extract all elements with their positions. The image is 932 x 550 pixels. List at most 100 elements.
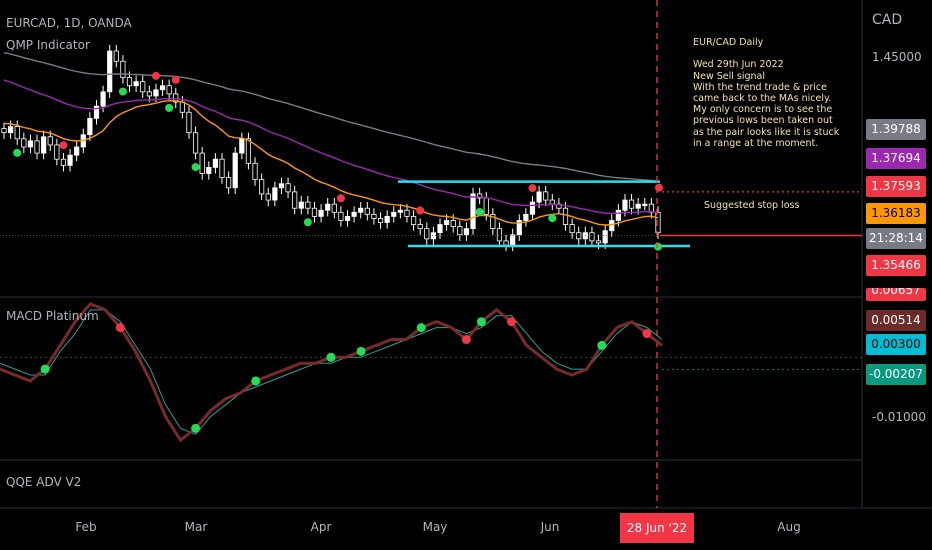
candle-body [272,187,278,201]
note-line: New Sell signal [693,70,766,82]
sell-signal-dot [59,141,68,150]
candle-body [14,126,20,140]
candle-body [318,209,324,217]
candle-body [192,132,199,154]
macd-tick: -0.01000 [872,410,926,424]
candle-body [21,138,27,148]
macd-bull-cross-dot [251,376,261,386]
candle-body [523,213,529,221]
candle-body [298,201,304,209]
xtick-mar: Mar [184,520,208,534]
histogram-label: -0.00207 [866,364,926,385]
candle-body [457,226,463,236]
candle-body [113,50,119,62]
candle-body [87,118,93,136]
candle-body [311,207,318,217]
candle-body [615,209,621,221]
candle-body [609,220,615,232]
candle-body [159,85,166,91]
candle-body [463,228,470,236]
candle-body [490,213,496,230]
candle-body [179,101,185,113]
buy-signal-dot [303,218,312,227]
note-line: in a range at the moment. [693,137,819,149]
candle-body [444,220,450,225]
xtick-aug: Aug [777,520,801,534]
candle-body [397,209,403,213]
qqe-legend: QQE ADV V2 [6,475,82,489]
candle-body [47,136,53,146]
candle-body [173,93,179,103]
candle-body [377,218,384,223]
candle-body [622,199,628,211]
sell-signal-dot [151,71,160,80]
macd-bull-cross-dot [326,352,336,362]
candle-body [331,203,337,213]
note-line: came back to the MAs nicely. [693,93,832,105]
candle-body [371,213,377,219]
sell-signal-dot [416,206,425,215]
purple-ma-price-label: 1.37694 [866,148,926,169]
candle-body [1,128,7,134]
candle-body [34,140,40,154]
candle-body [576,232,582,240]
candle-body [628,199,635,209]
candle-body [212,158,218,168]
candle-body [595,240,602,244]
candle-body [292,191,298,209]
sell-signal-dot [528,184,537,193]
note-line: Wed 29th Jun 2022 [693,59,784,71]
symbol-legend: EURCAD, 1D, OANDA [6,16,132,30]
candle-body [470,193,476,230]
buy-signal-dot [548,214,557,223]
candle-body [265,193,271,201]
macd-bull-cross-dot [597,340,607,350]
ma-gray-line [3,52,659,183]
candle-body [186,111,192,134]
candle-body [325,203,331,211]
macd-line-label: 0.00514 [866,310,926,331]
candle-body [510,234,516,246]
candle-body [437,224,443,234]
candle-body [404,209,410,217]
macd-bear-cross-dot [507,317,517,327]
sell-signal-dot [171,75,180,84]
candle-body [41,136,47,154]
ma-orange-line [3,99,659,226]
buy-signal-dot [13,148,22,157]
candle-body [259,179,265,195]
note-line: previous lows been taken out [693,115,833,127]
candle-body [450,220,456,227]
xtick-feb: Feb [75,520,97,534]
candle-body [305,201,311,209]
candle-body [536,191,542,203]
candle-body [54,144,60,160]
xtick-may: May [422,520,448,534]
candle-body [642,203,648,207]
candle-body [74,146,80,156]
orange-ma-price-label: 1.36183 [866,203,926,224]
candle-body [245,138,252,164]
candle-body [430,232,436,240]
candle-body [569,224,575,234]
macd-max-label: 0.00657 [866,288,926,301]
macd-line [0,302,663,443]
candle-body [107,50,113,93]
candle-body [483,197,489,215]
candle-body [516,220,522,236]
candle-body [126,77,133,87]
candle-body [239,138,245,154]
macd-bear-cross-dot [642,329,652,339]
note-line [693,48,863,59]
candle-body [384,215,390,223]
candle-body [543,191,549,201]
note-line: With the trend trade & price [693,81,827,93]
qmp-indicator-legend: QMP Indicator [6,38,90,52]
note-line: My only concern is to see the [693,104,833,116]
ma-purple-line [3,79,659,215]
candle-body [93,105,100,119]
candle-body [417,224,423,230]
sell-signal-dot [655,183,663,192]
candle-body [226,177,232,189]
